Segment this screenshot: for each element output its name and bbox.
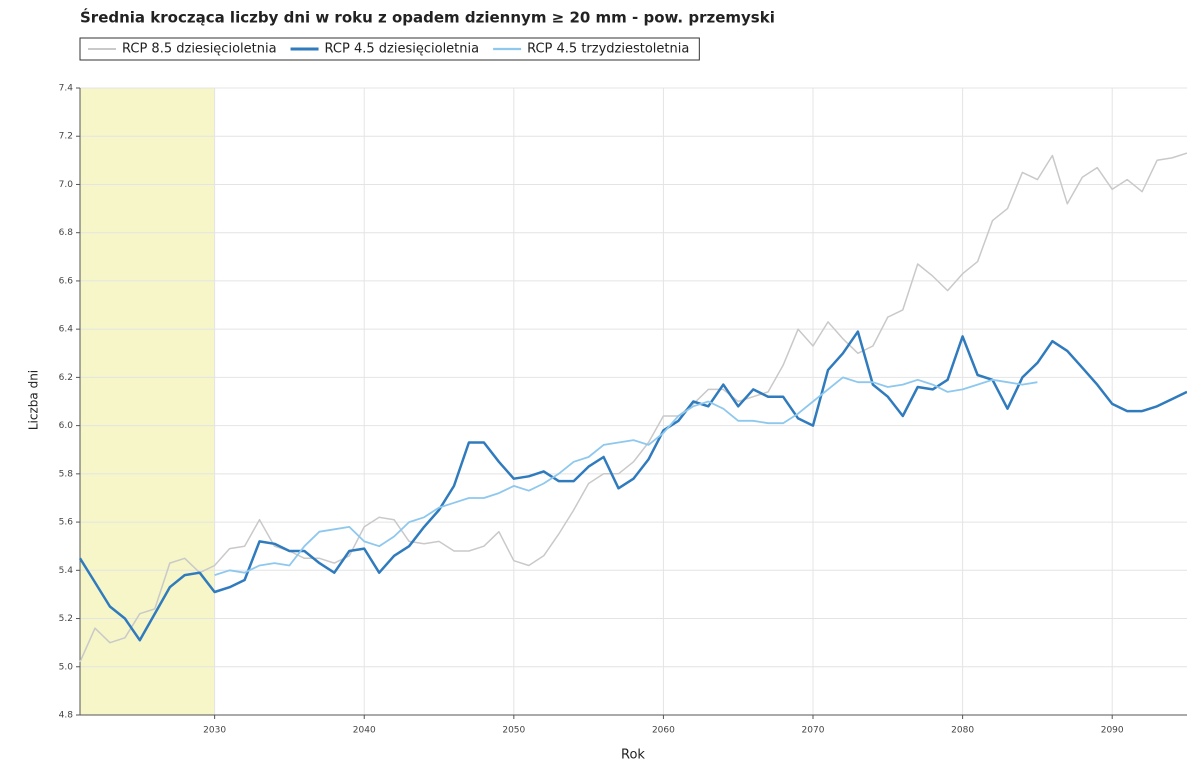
series-line xyxy=(78,330,1187,642)
x-tick-label: 2030 xyxy=(203,726,226,736)
y-tick-label: 7.4 xyxy=(59,84,74,94)
y-tick-label: 6.4 xyxy=(59,325,74,335)
x-tick-label: 2090 xyxy=(1101,726,1124,736)
y-tick-label: 6.0 xyxy=(59,421,74,431)
y-tick-label: 5.0 xyxy=(59,662,74,672)
legend-label: RCP 8.5 dziesięcioletnia xyxy=(122,42,277,57)
x-tick-label: 2080 xyxy=(951,726,974,736)
series-line xyxy=(214,376,1038,576)
y-tick-label: 7.0 xyxy=(59,180,74,190)
y-tick-label: 5.6 xyxy=(59,518,74,528)
series-line xyxy=(79,152,1187,663)
chart-title: Średnia krocząca liczby dni w roku z opa… xyxy=(80,8,775,27)
x-tick-label: 2050 xyxy=(502,726,525,736)
y-tick-label: 6.2 xyxy=(59,373,73,383)
y-tick-label: 6.6 xyxy=(59,276,74,286)
x-tick-label: 2040 xyxy=(353,726,376,736)
y-tick-label: 7.2 xyxy=(59,132,73,142)
y-tick-label: 4.8 xyxy=(59,711,74,721)
y-tick-label: 5.4 xyxy=(59,566,74,576)
y-tick-label: 5.8 xyxy=(59,469,74,479)
legend-box xyxy=(79,37,700,61)
y-axis-label: Liczba dni xyxy=(27,370,41,430)
legend: RCP 8.5 dziesięcioletnia RCP 4.5 dziesięc… xyxy=(79,37,700,61)
y-tick-label: 5.2 xyxy=(59,614,73,624)
legend-label: RCP 4.5 dziesięcioletnia xyxy=(325,42,480,57)
x-tick-label: 2070 xyxy=(802,726,825,736)
legend-label: RCP 4.5 trzydziestoletnia xyxy=(527,42,689,57)
x-tick-label: 2060 xyxy=(652,726,675,736)
y-tick-label: 6.8 xyxy=(59,228,74,238)
highlight-band xyxy=(80,88,215,715)
x-axis-label: Rok xyxy=(621,748,645,763)
